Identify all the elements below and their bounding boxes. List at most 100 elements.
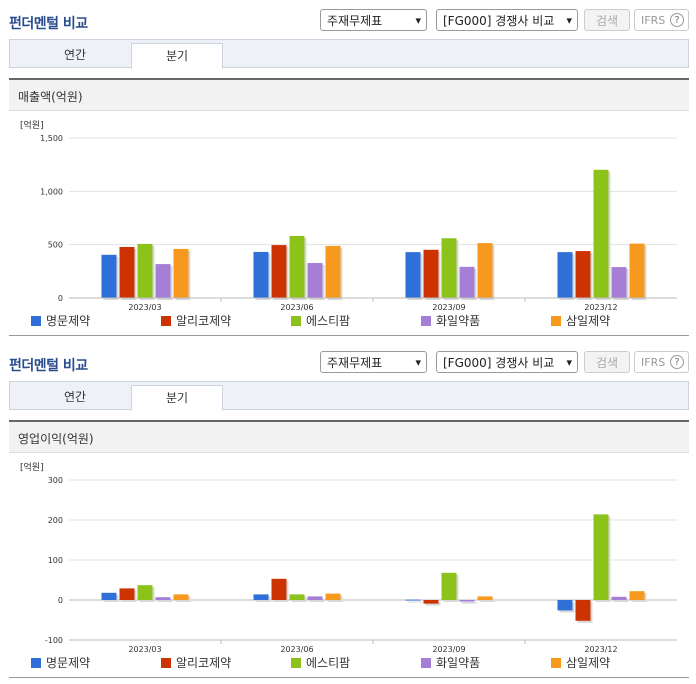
- x-tick-label: 2023/06: [280, 303, 313, 312]
- legend-item[interactable]: 명문제약: [31, 312, 90, 329]
- search-button[interactable]: 검색: [584, 351, 630, 373]
- chevron-down-icon: ▾: [566, 14, 572, 27]
- x-tick-label: 2023/12: [584, 645, 617, 654]
- bar: [155, 597, 171, 600]
- bar: [405, 252, 421, 298]
- bar: [459, 266, 475, 298]
- tab-quarterly[interactable]: 분기: [131, 385, 223, 411]
- tab-annual[interactable]: 연간: [63, 390, 87, 404]
- bar: [137, 585, 153, 600]
- bar: [423, 600, 439, 604]
- help-icon: ?: [670, 13, 684, 27]
- chart-header: 영업이익(억원): [9, 422, 689, 453]
- y-unit-label: [억원]: [20, 121, 44, 131]
- bar: [629, 243, 645, 298]
- y-tick-label: 500: [48, 241, 63, 250]
- help-icon: ?: [670, 355, 684, 369]
- tab-quarterly[interactable]: 분기: [131, 43, 223, 69]
- x-tick-label: 2023/09: [432, 303, 465, 312]
- legend-swatch: [161, 316, 171, 326]
- legend-item[interactable]: 에스티팜: [291, 312, 350, 329]
- legend-label: 화일약품: [436, 656, 481, 670]
- panel-header: 펀더멘털 비교 주재무제표 ▾ [FG000] 경쟁사 비교 ▾ 검색 IFRS…: [0, 351, 696, 385]
- y-tick-label: 1,500: [40, 134, 63, 143]
- x-tick-label: 2023/12: [584, 303, 617, 312]
- legend-label: 명문제약: [46, 656, 91, 670]
- bar-shadow: [157, 599, 173, 602]
- bar: [271, 245, 287, 298]
- bar: [557, 252, 573, 298]
- bar-shadow: [479, 598, 495, 602]
- bar: [289, 594, 305, 600]
- chart-box: 영업이익(억원) [억원] -100 0 100 200 300 2023/03 2023/…: [9, 420, 689, 678]
- bar: [101, 592, 117, 600]
- bar: [611, 267, 627, 298]
- bar: [477, 243, 493, 298]
- legend-swatch: [31, 316, 41, 326]
- chart-title: 영업이익(억원): [18, 432, 94, 446]
- legend-item[interactable]: 에스티팜: [291, 654, 350, 671]
- bar: [271, 578, 287, 600]
- legend-item[interactable]: 알리코제약: [161, 654, 231, 671]
- bar: [253, 594, 269, 600]
- bar-shadow: [613, 598, 629, 602]
- legend-swatch: [421, 316, 431, 326]
- legend-swatch: [291, 316, 301, 326]
- bar-shadow: [407, 601, 423, 603]
- ifrs-label: IFRS: [641, 356, 666, 369]
- x-tick-label: 2023/09: [432, 645, 465, 654]
- legend-label: 알리코제약: [176, 314, 232, 328]
- legend-item[interactable]: 화일약품: [421, 312, 480, 329]
- compare-select[interactable]: [FG000] 경쟁사 비교 ▾: [436, 351, 578, 373]
- statement-select[interactable]: 주재무제표 ▾: [320, 351, 427, 373]
- bar: [173, 248, 189, 298]
- bar: [119, 247, 135, 298]
- bar: [325, 593, 341, 600]
- y-tick-label: 0: [58, 294, 63, 303]
- legend-label: 에스티팜: [306, 656, 351, 670]
- legend-swatch: [31, 658, 41, 668]
- statement-select-value: 주재무제표: [327, 356, 383, 370]
- legend-label: 화일약품: [436, 314, 481, 328]
- fundamental-panel-operating-profit: 펀더멘털 비교 주재무제표 ▾ [FG000] 경쟁사 비교 ▾ 검색 IFRS…: [0, 342, 696, 684]
- y-tick-label: -100: [45, 636, 63, 645]
- y-tick-label: 200: [48, 516, 63, 525]
- y-tick-label: 0: [58, 596, 63, 605]
- legend-item[interactable]: 화일약품: [421, 654, 480, 671]
- ifrs-help-button[interactable]: IFRS ?: [634, 351, 689, 373]
- bar: [155, 264, 171, 298]
- bar-shadow: [309, 598, 325, 602]
- bar: [119, 588, 135, 600]
- chart-header: 매출액(억원): [9, 80, 689, 111]
- bar: [101, 254, 117, 298]
- bar-chart: -100 0 100 200 300 2023/03 2023/06 2023/09 2023/…: [45, 476, 677, 654]
- statement-select-value: 주재무제표: [327, 14, 383, 28]
- legend-swatch: [291, 658, 301, 668]
- statement-select[interactable]: 주재무제표 ▾: [320, 9, 427, 31]
- bar: [557, 600, 573, 611]
- ifrs-label: IFRS: [641, 14, 666, 27]
- bar: [459, 600, 475, 602]
- ifrs-help-button[interactable]: IFRS ?: [634, 9, 689, 31]
- legend-item[interactable]: 명문제약: [31, 654, 90, 671]
- legend-item[interactable]: 삼일제약: [551, 312, 610, 329]
- x-tick-label: 2023/03: [128, 645, 161, 654]
- bar: [611, 596, 627, 600]
- bar: [477, 596, 493, 600]
- period-tabs: 연간 분기: [9, 39, 689, 69]
- tab-annual[interactable]: 연간: [63, 48, 87, 62]
- chart-legend: 명문제약 알리코제약 에스티팜 화일약품 삼일제약: [31, 312, 681, 330]
- bar: [325, 245, 341, 298]
- period-tabs: 연간 분기: [9, 381, 689, 411]
- legend-label: 알리코제약: [176, 656, 232, 670]
- compare-select[interactable]: [FG000] 경쟁사 비교 ▾: [436, 9, 578, 31]
- y-tick-label: 100: [48, 556, 63, 565]
- compare-select-value: [FG000] 경쟁사 비교: [443, 14, 555, 28]
- legend-item[interactable]: 삼일제약: [551, 654, 610, 671]
- bar: [253, 251, 269, 298]
- legend-item[interactable]: 알리코제약: [161, 312, 231, 329]
- panel-title: 펀더멘털 비교: [9, 358, 88, 374]
- search-button[interactable]: 검색: [584, 9, 630, 31]
- bar: [405, 599, 421, 601]
- legend-label: 삼일제약: [566, 314, 611, 328]
